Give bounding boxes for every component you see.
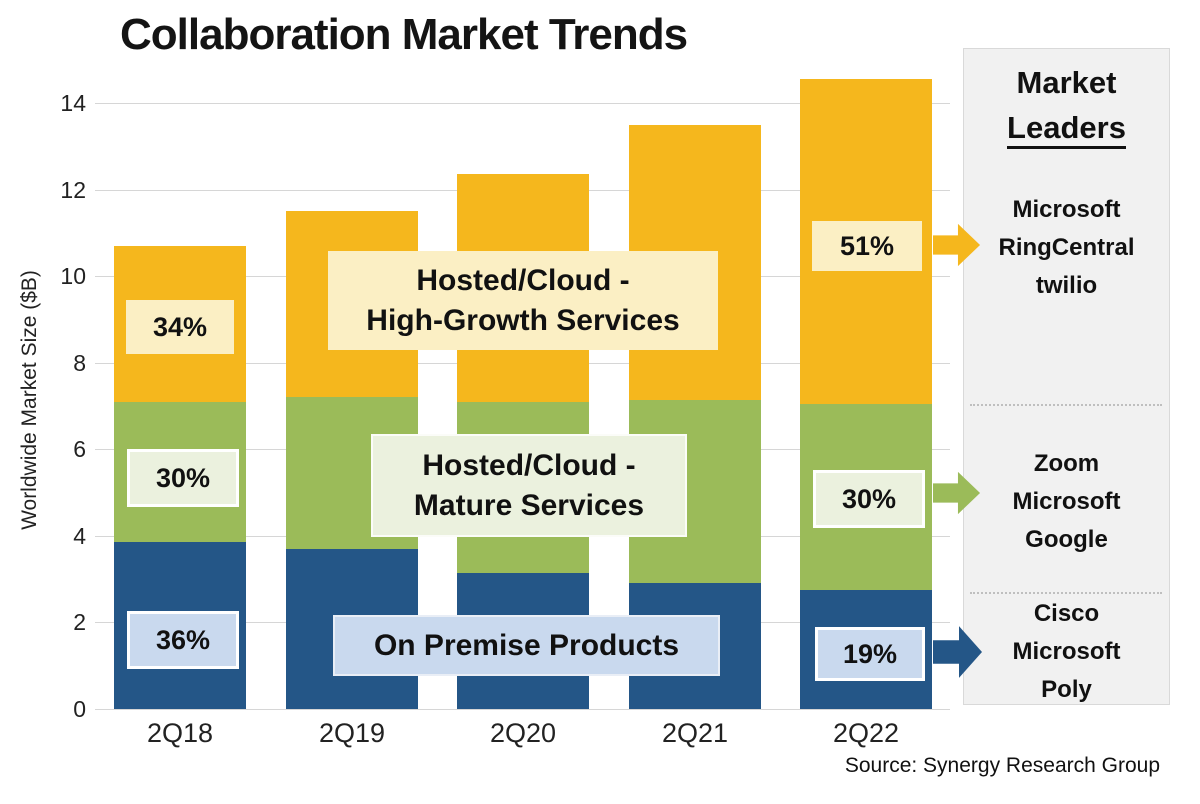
- x-tick-label: 2Q20: [489, 718, 557, 748]
- panel-title-line2: Leaders: [1007, 109, 1126, 149]
- company-name: Zoom: [1033, 450, 1100, 477]
- legend-label-line: Hosted/Cloud -: [422, 448, 636, 482]
- legend-label-line: Mature Services: [413, 488, 645, 522]
- company-name: RingCentral: [998, 234, 1135, 261]
- x-tick-label: 2Q22: [832, 718, 900, 748]
- stacked-bar-2q22: [800, 79, 932, 709]
- pct-label-2q22-high-growth: 51%: [812, 221, 922, 271]
- company-name: Poly: [1041, 676, 1092, 703]
- legend-label-line: High-Growth Services: [366, 303, 680, 337]
- gridline-y0: [95, 709, 950, 710]
- legend-label-on-premise: On Premise Products: [333, 615, 720, 676]
- legend-label-line: Hosted/Cloud -: [416, 263, 630, 297]
- y-tick-label: 8: [73, 349, 86, 376]
- blue-right-arrow-icon: [933, 626, 982, 678]
- company-name: Microsoft: [1012, 196, 1121, 223]
- gold-right-arrow-icon: [933, 223, 981, 267]
- leaders-group-high-growth: Microsoft RingCentral twilio: [964, 191, 1169, 305]
- x-tick-label: 2Q18: [146, 718, 214, 748]
- pct-label-2q22-mature: 30%: [813, 470, 925, 528]
- company-name: twilio: [1035, 272, 1098, 299]
- y-axis-title-text: Worldwide Market Size ($B): [18, 270, 41, 530]
- panel-title: Market Leaders: [964, 61, 1169, 151]
- panel-divider: [970, 592, 1162, 594]
- pct-label-2q18-mature: 30%: [127, 449, 239, 507]
- y-tick-label: 12: [60, 176, 86, 203]
- y-tick-label: 0: [73, 696, 86, 722]
- pct-label-2q18-high-growth: 34%: [126, 300, 234, 354]
- y-tick-label: 14: [60, 89, 86, 116]
- y-tick-label: 2: [73, 609, 86, 636]
- company-name: Microsoft: [1012, 638, 1121, 665]
- green-right-arrow-icon: [933, 471, 981, 515]
- x-tick-label: 2Q19: [318, 718, 386, 748]
- market-leaders-panel: Market Leaders Microsoft RingCentral twi…: [963, 48, 1170, 705]
- pct-label-2q18-on-premise: 36%: [127, 611, 239, 669]
- y-tick-label: 4: [73, 522, 86, 549]
- company-name: Microsoft: [1012, 488, 1121, 515]
- company-name: Cisco: [1033, 600, 1100, 627]
- y-tick-label: 6: [73, 436, 86, 463]
- pct-label-2q22-on-premise: 19%: [815, 627, 925, 681]
- leaders-group-mature: Zoom Microsoft Google: [964, 445, 1169, 559]
- x-tick-label: 2Q21: [661, 718, 729, 748]
- panel-divider: [970, 404, 1162, 406]
- company-name: Google: [1025, 526, 1108, 553]
- source-attribution: Source: Synergy Research Group: [844, 754, 1160, 777]
- panel-title-line1: Market: [1016, 65, 1117, 100]
- y-tick-label: 10: [60, 263, 86, 290]
- stacked-bar-2q21: [629, 124, 761, 709]
- legend-label-line: On Premise Products: [373, 628, 680, 662]
- chart-title: Collaboration Market Trends: [120, 10, 688, 59]
- legend-label-high-growth-services: Hosted/Cloud - High-Growth Services: [328, 251, 718, 350]
- leaders-group-on-premise: Cisco Microsoft Poly: [964, 595, 1169, 709]
- gridline-y14: [95, 102, 950, 104]
- legend-label-mature-services: Hosted/Cloud - Mature Services: [371, 434, 687, 537]
